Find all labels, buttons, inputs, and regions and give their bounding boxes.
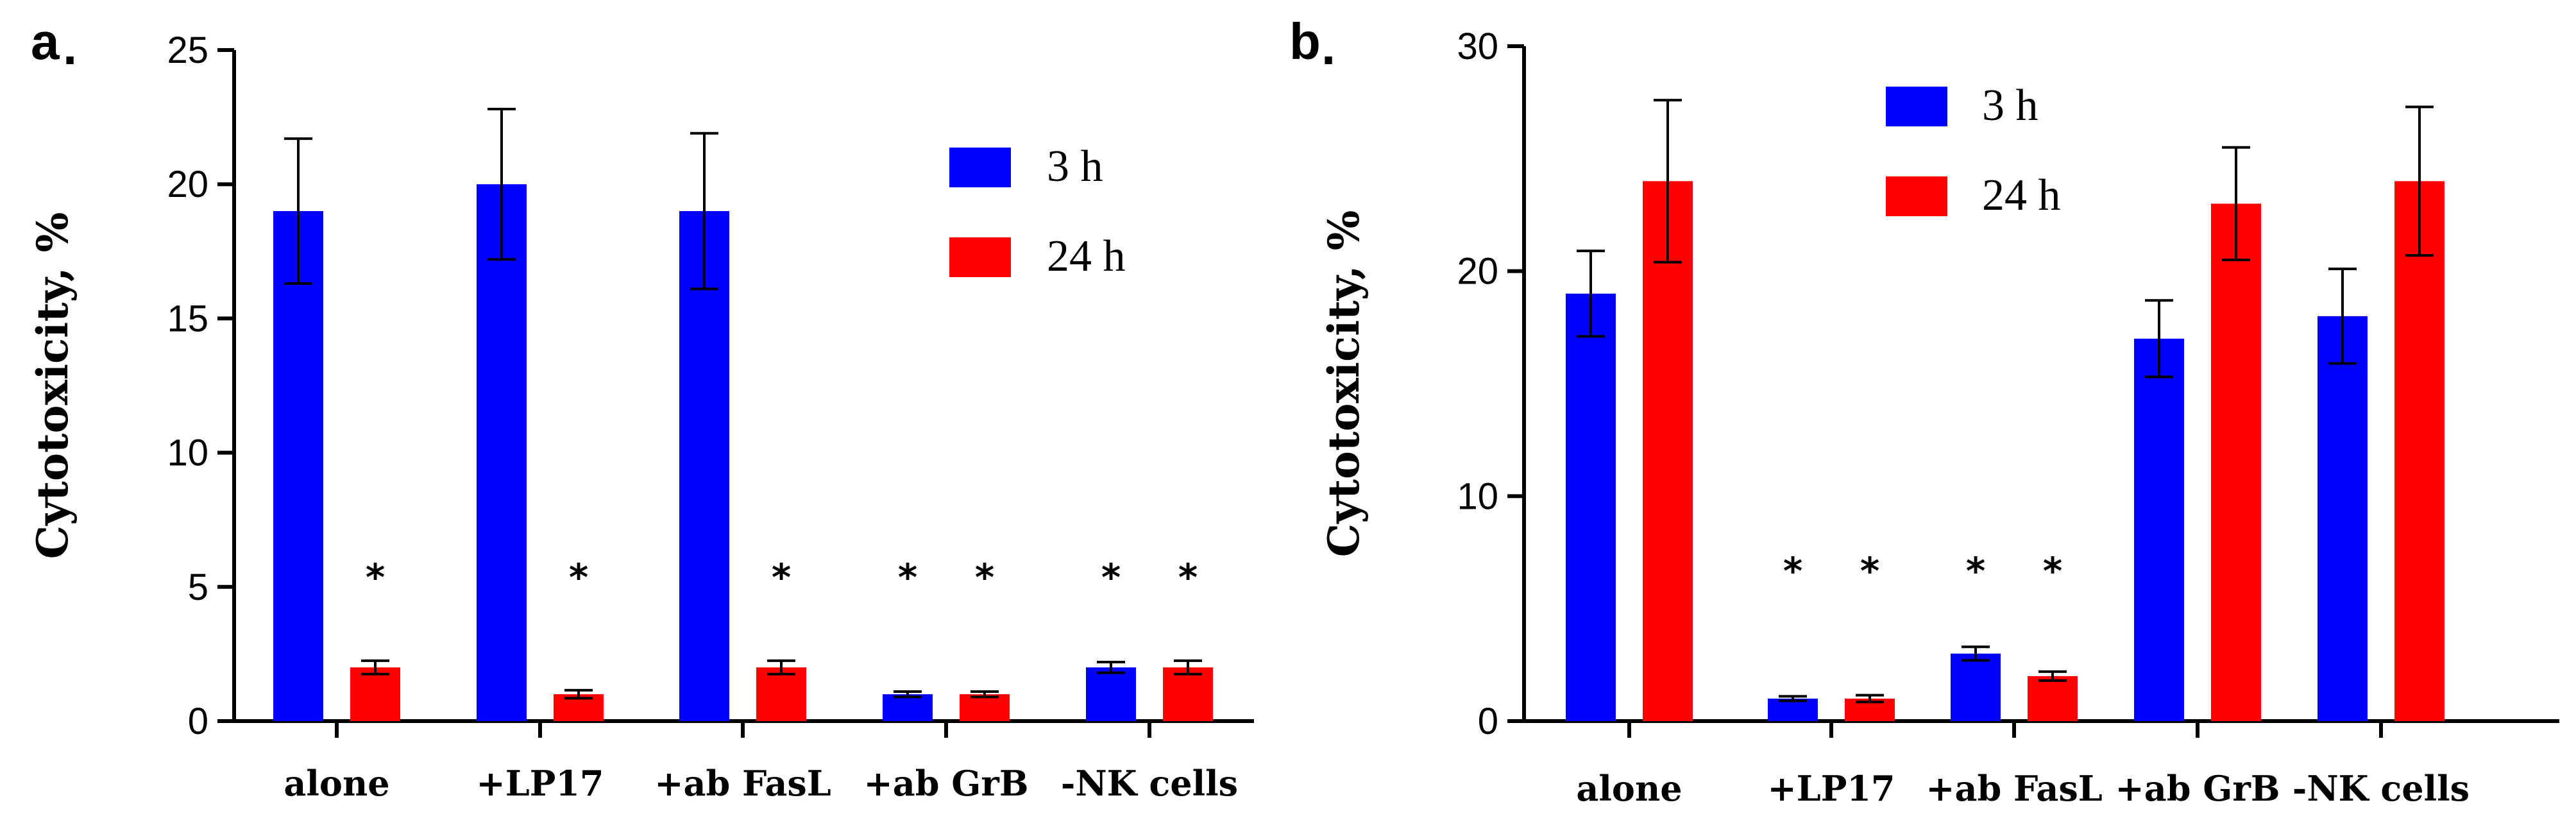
legend-label: 24 h: [1982, 171, 2061, 220]
bar-24h-nkcells: [1163, 667, 1213, 721]
panel-label-dot: .: [63, 18, 77, 75]
bar-24h-abfasl: [756, 667, 806, 721]
panel-label: a: [31, 13, 60, 70]
x-tick-label: +ab GrB: [863, 763, 1028, 804]
significance-star: *: [1860, 549, 1879, 593]
significance-star: *: [1783, 549, 1802, 593]
chart-panel-a: a . 0 5 10 15 20 25 Cytotoxicity, % alone +LP17 +ab…: [28, 13, 1254, 804]
significance-star: *: [975, 556, 994, 599]
significance-star: *: [898, 556, 917, 599]
y-tick-label: 30: [1457, 26, 1498, 67]
significance-star: *: [1178, 556, 1198, 599]
bar-24h-nkcells: [2394, 181, 2445, 721]
bar-24h-alone: [350, 667, 400, 721]
bar-3h-alone: [1566, 293, 1616, 721]
chart-panel-b: b . 0 10 20 30 Cytotoxicity, % alone +LP17 +ab Fa…: [1289, 13, 2559, 809]
y-axis-label: Cytotoxicity, %: [1319, 210, 1369, 557]
bar-24h-alone: [1643, 181, 1693, 721]
bar-3h-alone: [273, 211, 323, 721]
legend-swatch-3h: [949, 148, 1011, 187]
bar-24h-abgrb: [960, 694, 1010, 721]
x-tick-label: +ab FasL: [654, 763, 831, 804]
y-tick-label: 20: [1457, 251, 1498, 293]
x-tick-label: +ab GrB: [2115, 768, 2280, 809]
bar-3h-abgrb: [2134, 338, 2184, 721]
panel-label-dot: .: [1321, 18, 1335, 75]
bar-3h-lp17: [1768, 698, 1818, 721]
x-tick-label: +ab FasL: [1926, 768, 2103, 809]
bar-3h-abgrb: [883, 694, 933, 721]
bar-3h-nkcells: [2318, 316, 2368, 721]
bar-24h-abgrb: [2211, 203, 2261, 721]
y-tick-label: 5: [188, 566, 208, 608]
significance-star: *: [569, 556, 588, 599]
significance-star: *: [366, 556, 385, 599]
y-tick-label: 10: [1457, 475, 1498, 517]
x-tick-label: +LP17: [477, 763, 604, 804]
x-tick-label: alone: [1576, 768, 1682, 809]
significance-star: *: [2043, 549, 2062, 593]
bar-3h-nkcells: [1086, 667, 1136, 721]
x-tick-label: -NK cells: [2292, 768, 2470, 809]
bar-3h-abfasl: [1951, 653, 2001, 721]
legend-swatch-24h: [949, 237, 1011, 277]
y-tick-label: 0: [1478, 701, 1498, 742]
bar-24h-abfasl: [2028, 676, 2078, 721]
legend-swatch-24h: [1886, 176, 1947, 216]
legend-label: 3 h: [1982, 81, 2038, 130]
significance-star: *: [772, 556, 791, 599]
y-tick-label: 15: [167, 298, 208, 339]
panel-label: b: [1289, 13, 1321, 70]
x-tick-label: -NK cells: [1061, 763, 1238, 804]
significance-star: *: [1101, 556, 1121, 599]
significance-star: *: [1966, 549, 1985, 593]
legend-swatch-3h: [1886, 87, 1947, 126]
y-tick-label: 20: [167, 164, 208, 205]
bar-3h-abfasl: [679, 211, 729, 721]
y-tick-label: 25: [167, 30, 208, 71]
y-tick-label: 0: [188, 701, 208, 742]
y-axis-label: Cytotoxicity, %: [28, 212, 78, 559]
legend-label: 24 h: [1047, 232, 1126, 281]
x-tick-label: alone: [284, 763, 389, 804]
legend-label: 3 h: [1047, 142, 1103, 191]
y-tick-label: 10: [167, 432, 208, 474]
bar-3h-lp17: [477, 184, 527, 721]
x-tick-label: +LP17: [1768, 768, 1895, 809]
